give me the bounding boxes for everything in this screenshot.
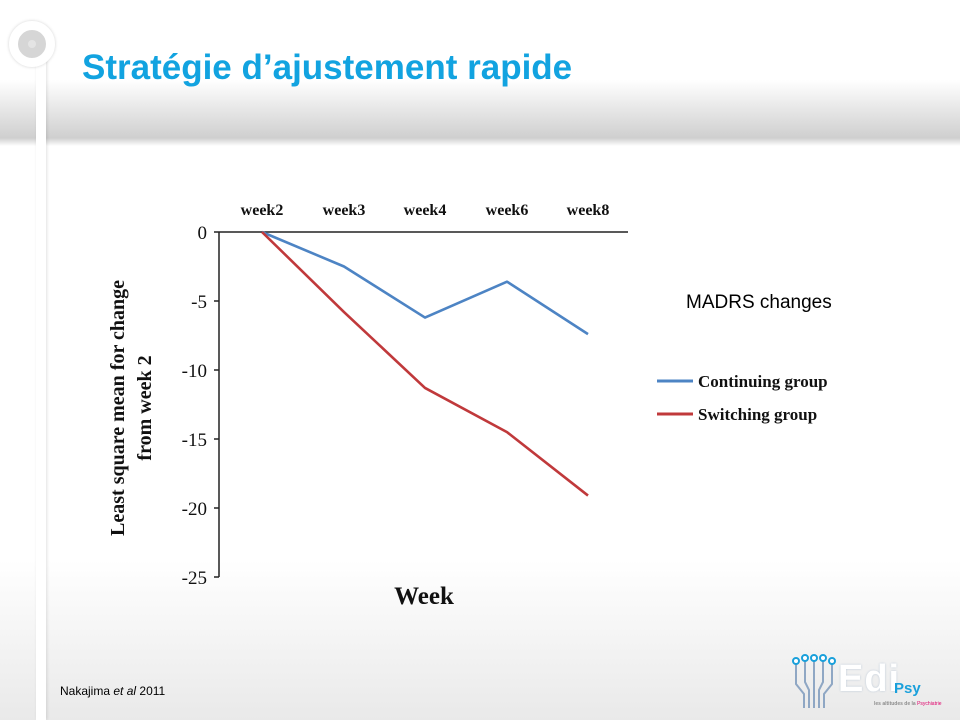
decorative-ring-icon [9, 21, 55, 67]
x-tick-label: week2 [241, 202, 284, 219]
y-tick-label: -10 [182, 361, 207, 382]
citation: Nakajima et al 2011 [60, 684, 165, 698]
legend-label: Continuing group [698, 372, 828, 391]
series-line-continuing [261, 230, 589, 336]
y-tick-label: -25 [182, 568, 207, 589]
y-tick-label: -5 [191, 292, 207, 313]
chart-legend: Continuing group Switching group [657, 372, 828, 424]
x-tick-label: week8 [567, 202, 610, 219]
series-line-switching [261, 231, 589, 497]
x-tick-label: week4 [404, 202, 447, 219]
logo-name: Edi [838, 658, 901, 700]
edipsy-logo: Edi Psy les altitudes de la Psychiatrie [790, 654, 950, 714]
y-tick-labels: 0 -5 -10 -15 -20 -25 [182, 223, 207, 589]
decorative-vertical-line [36, 60, 46, 720]
chart-axes [214, 231, 628, 578]
y-tick-label: -20 [182, 499, 207, 520]
madrs-annotation: MADRS changes [686, 292, 832, 313]
x-tick-label: week3 [323, 202, 366, 219]
citation-etal: et al [113, 684, 137, 698]
y-axis-label-line2: from week 2 [134, 355, 156, 460]
y-tick-label: -15 [182, 430, 207, 451]
citation-year: 2011 [139, 684, 166, 698]
x-tick-label: week6 [486, 202, 529, 219]
logo-tagline: les altitudes de la Psychiatrie [874, 701, 942, 707]
y-axis-label-line1: Least square mean for change [107, 280, 129, 536]
slide-title: Stratégie d’ajustement rapide [82, 48, 573, 87]
citation-author: Nakajima [60, 684, 111, 698]
logo-suffix: Psy [894, 680, 921, 697]
series-lines [261, 230, 589, 497]
legend-label: Switching group [698, 405, 817, 424]
y-tick-label: 0 [198, 223, 208, 244]
circuit-icon [792, 654, 836, 708]
x-axis-label: Week [394, 583, 454, 610]
x-tick-labels: week2 week3 week4 week6 week8 [241, 202, 610, 219]
